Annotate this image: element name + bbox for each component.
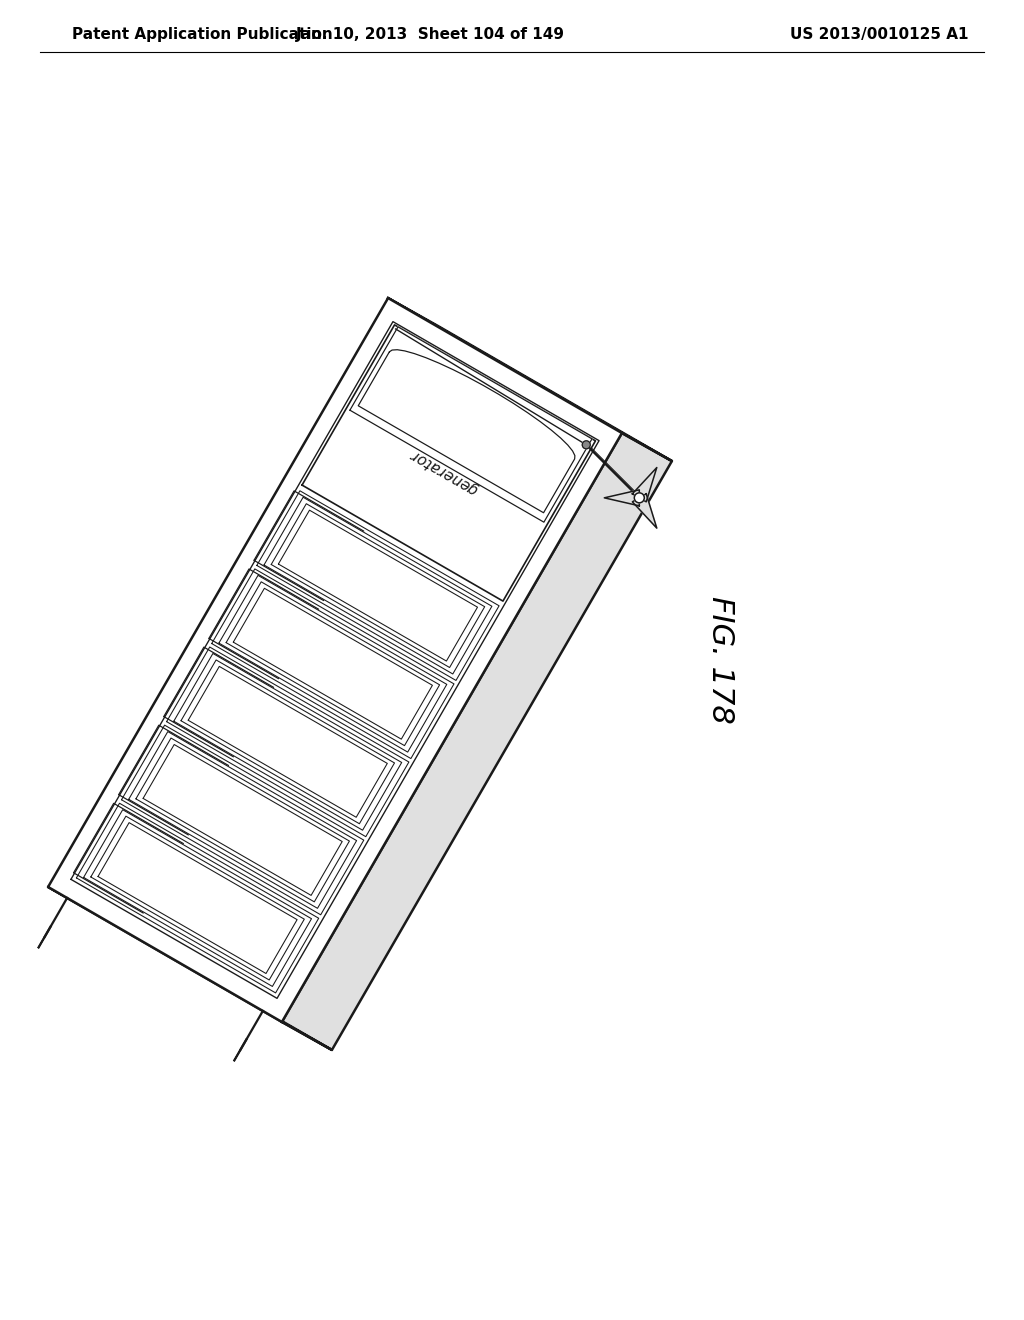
Text: FIG. 178: FIG. 178 — [706, 597, 734, 723]
Polygon shape — [350, 327, 592, 523]
Text: Patent Application Publication: Patent Application Publication — [72, 28, 333, 42]
Polygon shape — [48, 298, 622, 1022]
Polygon shape — [302, 325, 596, 601]
Polygon shape — [388, 298, 672, 461]
Polygon shape — [233, 1049, 241, 1061]
Circle shape — [634, 492, 644, 503]
Polygon shape — [48, 887, 332, 1049]
Polygon shape — [282, 433, 672, 1049]
Text: generator: generator — [408, 446, 480, 496]
Polygon shape — [604, 490, 639, 506]
Polygon shape — [358, 350, 574, 512]
Polygon shape — [633, 494, 656, 528]
Polygon shape — [633, 467, 656, 502]
Circle shape — [583, 441, 590, 449]
Polygon shape — [38, 937, 45, 948]
Text: Jan. 10, 2013  Sheet 104 of 149: Jan. 10, 2013 Sheet 104 of 149 — [296, 28, 564, 42]
Text: US 2013/0010125 A1: US 2013/0010125 A1 — [790, 28, 969, 42]
